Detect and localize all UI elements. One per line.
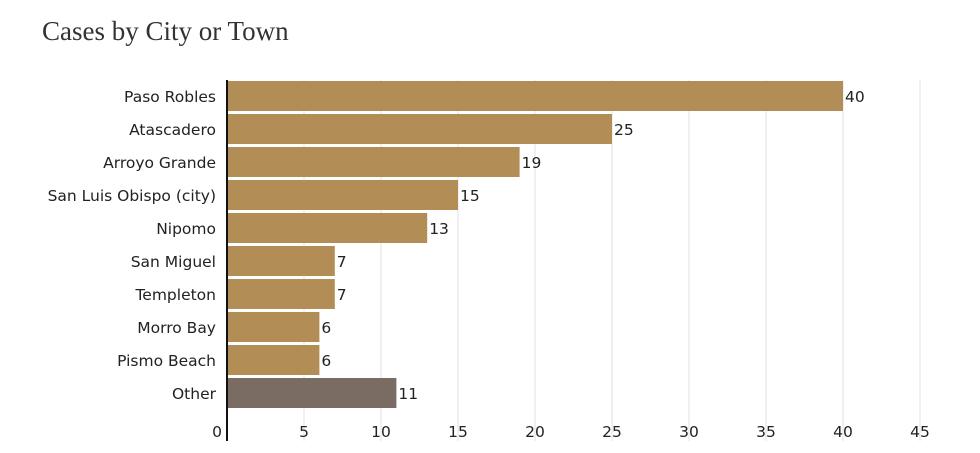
data-label: 6 (321, 319, 331, 337)
bars (227, 81, 843, 408)
bar (227, 345, 320, 375)
bar (227, 114, 612, 144)
category-label: San Luis Obispo (city) (48, 187, 216, 205)
data-label: 7 (337, 253, 347, 271)
x-tick-label: 0 (212, 423, 222, 441)
bar (227, 246, 335, 276)
bar (227, 81, 843, 111)
category-label: Templeton (134, 286, 216, 304)
x-tick-label: 25 (602, 423, 622, 441)
bar (227, 147, 520, 177)
category-label: San Miguel (131, 253, 216, 271)
x-tick-label: 30 (679, 423, 699, 441)
category-label: Paso Robles (124, 88, 216, 106)
bar (227, 378, 397, 408)
data-label: 19 (522, 154, 542, 172)
x-tick-label: 20 (525, 423, 545, 441)
data-label: 11 (398, 385, 418, 403)
x-tick-label: 5 (299, 423, 309, 441)
data-label: 6 (321, 352, 331, 370)
bar (227, 180, 458, 210)
bar (227, 312, 320, 342)
x-tick-label: 40 (833, 423, 853, 441)
data-label: 13 (429, 220, 449, 238)
data-label: 40 (845, 88, 865, 106)
category-label: Arroyo Grande (103, 154, 216, 172)
x-tick-label: 15 (448, 423, 468, 441)
x-tick-label: 10 (371, 423, 391, 441)
data-label: 7 (337, 286, 347, 304)
category-label: Morro Bay (137, 319, 216, 337)
category-label: Nipomo (156, 220, 216, 238)
bar (227, 213, 428, 243)
chart-title: Cases by City or Town (42, 16, 289, 46)
labels: 0 5 10 15 20 25 30 35 40 45 Paso Robles 40 Atascader… (48, 88, 930, 441)
category-label: Pismo Beach (117, 352, 216, 370)
category-label: Atascadero (129, 121, 216, 139)
bar (227, 279, 335, 309)
x-tick-label: 45 (910, 423, 930, 441)
data-label: 25 (614, 121, 634, 139)
x-tick-label: 35 (756, 423, 776, 441)
category-label: Other (172, 385, 217, 403)
data-label: 15 (460, 187, 480, 205)
